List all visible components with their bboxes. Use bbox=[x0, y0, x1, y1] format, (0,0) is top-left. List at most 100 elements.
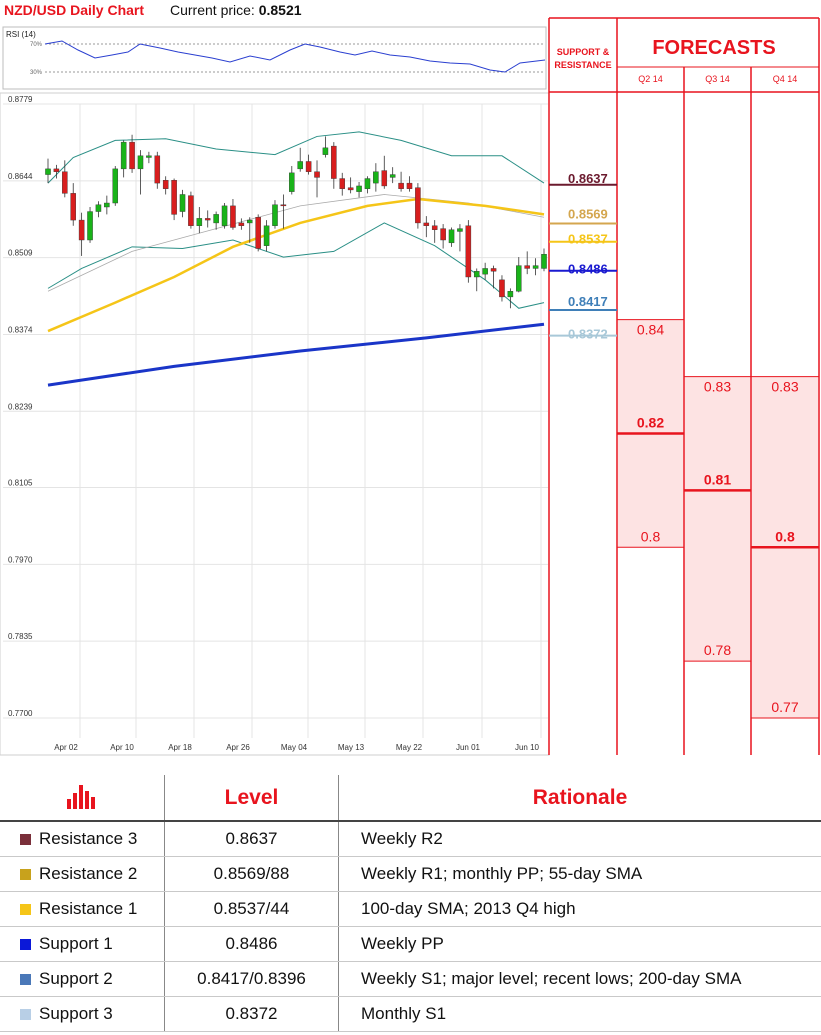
row-rationale: Weekly PP bbox=[338, 926, 821, 962]
sma200-line bbox=[47, 322, 545, 387]
x-tick-label: May 22 bbox=[396, 743, 423, 752]
candle-body bbox=[297, 161, 303, 170]
row-color-swatch bbox=[20, 1009, 31, 1021]
bollinger-upper-line bbox=[47, 131, 545, 184]
candle-body bbox=[499, 279, 505, 298]
price-grid bbox=[3, 103, 548, 738]
candle-body bbox=[465, 225, 472, 278]
candle-body bbox=[532, 265, 539, 269]
candle-body bbox=[516, 265, 522, 292]
candlestick-series bbox=[45, 134, 547, 309]
y-tick-label: 0.8779 bbox=[8, 95, 33, 104]
forecast-quarter-label: Q4 14 bbox=[773, 74, 798, 84]
candle-body bbox=[87, 211, 93, 241]
row-level: 0.8537/44 bbox=[164, 891, 339, 927]
candle-body bbox=[95, 204, 102, 212]
y-tick-label: 0.7700 bbox=[8, 709, 33, 718]
forecast-high-label: 0.83 bbox=[704, 379, 731, 395]
candle-body bbox=[62, 171, 68, 194]
row-name-cell: Resistance 1 bbox=[0, 891, 165, 927]
x-tick-label: Apr 26 bbox=[226, 743, 250, 752]
candle-body bbox=[179, 194, 186, 212]
x-tick-label: Apr 18 bbox=[168, 743, 192, 752]
table-row: Resistance 1 0.8537/44 100-day SMA; 2013 Q… bbox=[0, 891, 821, 927]
sr-level-label: 0.8569 bbox=[568, 206, 608, 221]
row-name-cell: Resistance 2 bbox=[0, 856, 165, 892]
candle-body bbox=[230, 205, 236, 228]
row-name: Support 1 bbox=[39, 934, 113, 953]
bar-chart-icon bbox=[67, 785, 95, 809]
forecast-low-label: 0.78 bbox=[704, 642, 731, 658]
table-row: Support 1 0.8486 Weekly PP bbox=[0, 926, 821, 962]
row-name-cell: Resistance 3 bbox=[0, 821, 165, 857]
forecast-range bbox=[685, 376, 750, 662]
level-header: Level bbox=[224, 785, 279, 809]
y-tick-label: 0.7970 bbox=[8, 555, 33, 564]
candle-body bbox=[104, 202, 110, 208]
sr-title-2: RESISTANCE bbox=[554, 60, 611, 70]
x-tick-label: Apr 02 bbox=[54, 743, 78, 752]
candle-body bbox=[389, 174, 396, 178]
y-tick-label: 0.8239 bbox=[8, 402, 33, 411]
sr-level-label: 0.8486 bbox=[568, 262, 608, 277]
candle-body bbox=[524, 265, 530, 269]
forecast-title: FORECASTS bbox=[652, 37, 775, 59]
candle-body bbox=[263, 225, 270, 246]
forecast-high-label: 0.84 bbox=[637, 322, 664, 338]
table-row: Resistance 3 0.8637 Weekly R2 bbox=[0, 821, 821, 857]
row-rationale: Monthly S1 bbox=[338, 996, 821, 1032]
candle-body bbox=[129, 141, 135, 170]
table-row: Support 3 0.8372 Monthly S1 bbox=[0, 996, 821, 1032]
candle-body bbox=[322, 147, 329, 155]
current-price-label: Current price: bbox=[170, 2, 255, 18]
forex-chart: RSI (14) 70% 30% 0.8779 0.8644 0.8509 0.837… bbox=[0, 17, 820, 756]
forecast-mid-label: 0.82 bbox=[637, 414, 664, 430]
candle-body bbox=[280, 204, 287, 207]
candle-body bbox=[247, 219, 253, 224]
row-level: 0.8417/0.8396 bbox=[164, 961, 339, 997]
candle-body bbox=[120, 141, 127, 170]
candle-body bbox=[381, 170, 388, 187]
indicator-lines bbox=[47, 131, 545, 387]
candle-body bbox=[398, 182, 404, 189]
x-axis-labels: Apr 02 Apr 10 Apr 18 Apr 26 May 04 May 13 May … bbox=[54, 743, 539, 752]
candle-body bbox=[490, 268, 497, 272]
sr-level-label: 0.8637 bbox=[568, 171, 608, 186]
candle-body bbox=[305, 161, 312, 172]
x-tick-label: May 04 bbox=[281, 743, 308, 752]
candle-body bbox=[356, 185, 362, 192]
forecast-high-label: 0.83 bbox=[771, 379, 798, 395]
candle-body bbox=[457, 228, 463, 232]
x-tick-label: Jun 01 bbox=[456, 743, 481, 752]
y-tick-label: 0.8105 bbox=[8, 479, 33, 488]
candle-body bbox=[70, 193, 76, 221]
row-level: 0.8569/88 bbox=[164, 856, 339, 892]
candle-body bbox=[541, 254, 547, 269]
rationale-header: Rationale bbox=[532, 785, 628, 809]
row-rationale: Weekly R1; monthly PP; 55-day SMA bbox=[338, 856, 821, 892]
y-tick-label: 0.8644 bbox=[8, 172, 33, 181]
row-name-cell: Support 1 bbox=[0, 926, 165, 962]
candle-body bbox=[221, 205, 228, 226]
forecast-low-label: 0.77 bbox=[771, 699, 798, 715]
candle-body bbox=[255, 217, 261, 249]
forecast-mid-label: 0.81 bbox=[704, 471, 731, 487]
price-panel bbox=[0, 92, 550, 756]
bollinger-lower-line bbox=[47, 222, 545, 309]
row-color-swatch bbox=[20, 974, 31, 986]
candle-body bbox=[171, 180, 177, 215]
support-resistance-levels: 0.8637 0.8569 0.8537 0.8486 0.8417 0.8372 bbox=[549, 171, 617, 342]
candle-body bbox=[272, 204, 278, 226]
candle-body bbox=[53, 168, 60, 172]
row-rationale: Weekly R2 bbox=[338, 821, 821, 857]
candle-body bbox=[78, 219, 85, 241]
row-name: Resistance 3 bbox=[39, 829, 138, 848]
row-rationale: Weekly S1; major level; recent lows; 200… bbox=[338, 961, 821, 997]
row-name: Support 2 bbox=[39, 969, 113, 988]
candle-body bbox=[347, 187, 354, 191]
candle-body bbox=[45, 168, 51, 175]
row-level: 0.8637 bbox=[164, 821, 339, 857]
x-tick-label: Apr 10 bbox=[110, 743, 134, 752]
row-name-cell: Support 2 bbox=[0, 961, 165, 997]
candle-body bbox=[289, 172, 295, 192]
